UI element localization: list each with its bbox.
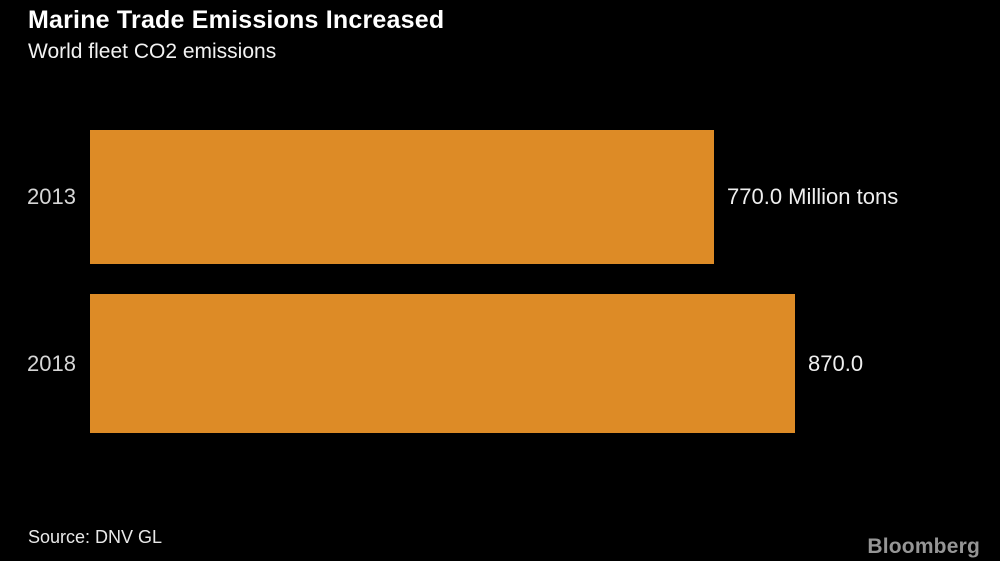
bar-row-2018: 2018 870.0: [0, 294, 1000, 433]
chart-subtitle: World fleet CO2 emissions: [28, 40, 277, 63]
bar-2018: [90, 294, 795, 433]
category-label-2018: 2018: [27, 350, 76, 376]
bar-row-2013: 2013 770.0 Million tons: [0, 130, 1000, 264]
chart-title: Marine Trade Emissions Increased: [28, 6, 445, 34]
value-label-2018: 870.0: [808, 350, 864, 376]
source-note: Source: DNV GL: [28, 527, 163, 547]
value-label-2013: 770.0 Million tons: [727, 184, 899, 209]
category-label-2013: 2013: [27, 184, 76, 209]
bloomberg-logo: Bloomberg: [867, 535, 980, 558]
bar-2013: [90, 130, 714, 264]
